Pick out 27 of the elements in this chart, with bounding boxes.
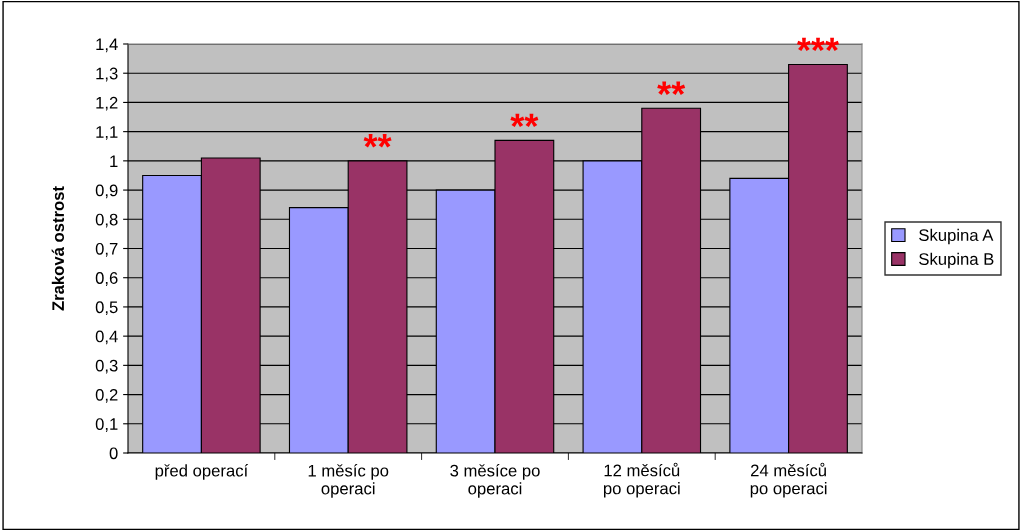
legend-label: Skupina A: [919, 228, 994, 245]
y-tick-label: 0,4: [95, 330, 118, 345]
y-tick-label: 0,8: [95, 213, 118, 228]
y-tick-label: 1,3: [96, 67, 118, 82]
y-tick-label: 0,9: [95, 184, 118, 199]
y-tick-label: 0,7: [95, 242, 118, 257]
annotation: **: [510, 113, 539, 128]
x-tick-label: 3 měsíce po operaci: [450, 464, 540, 498]
x-tick-label: před operací: [155, 464, 249, 480]
y-tick-label: 0,2: [95, 388, 118, 403]
y-tick-label: 0: [109, 447, 118, 460]
y-tick-label: 0,6: [95, 272, 118, 286]
y-tick-label: 1,2: [96, 96, 118, 111]
y-tick-label: 1,4: [96, 38, 118, 53]
legend-label: Skupina B: [919, 252, 994, 269]
annotation: **: [657, 81, 686, 95]
y-tick-label: 0,3: [95, 359, 118, 374]
x-tick-label: 12 měsíců po operaci: [603, 462, 680, 498]
y-tick-label: 1: [110, 155, 118, 167]
annotation: **: [363, 134, 392, 148]
y-axis-title: Zraková ostrost: [51, 186, 65, 311]
annotation: ***: [796, 37, 839, 52]
x-tick-label: 1 měsíc po operaci: [308, 464, 389, 498]
x-tick-label: 24 měsíců po operaci: [750, 462, 827, 498]
y-tick-label: 0,5: [95, 301, 118, 316]
y-tick-label: 0,1: [95, 418, 118, 432]
y-tick-label: 1,1: [96, 126, 118, 140]
